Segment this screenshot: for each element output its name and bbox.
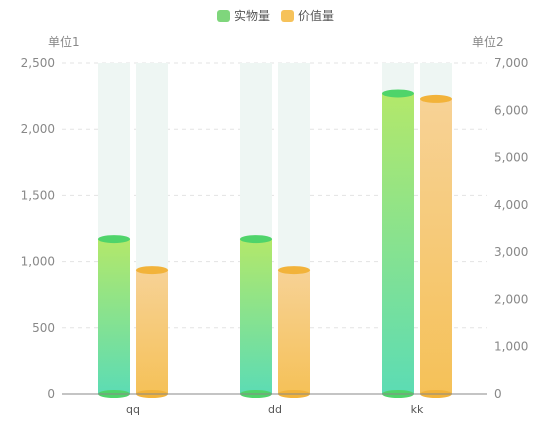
- x-axis-ticks: qq dd kk: [126, 403, 424, 416]
- bar-body: [98, 239, 130, 394]
- bar-top-cap: [382, 89, 414, 98]
- bar-qq-series-2[interactable]: [136, 266, 168, 398]
- left-axis-tick-label: 2,500: [21, 56, 55, 70]
- grid-lines: [62, 62, 487, 329]
- right-axis-tick-label: 6,000: [494, 103, 528, 117]
- right-axis-tick-label: 0: [494, 387, 502, 401]
- legend-item-series-1[interactable]: 实物量: [217, 8, 270, 23]
- bar-body: [240, 239, 272, 394]
- bar-body: [278, 270, 310, 394]
- legend-swatch-series-2: [281, 10, 294, 22]
- legend-label-series-1: 实物量: [234, 8, 270, 23]
- bar-body: [136, 270, 168, 394]
- right-axis-tick-label: 7,000: [494, 56, 528, 70]
- left-axis-tick-label: 500: [32, 321, 55, 335]
- x-axis-tick-label: qq: [126, 403, 140, 416]
- bar-body: [420, 98, 452, 395]
- right-axis-tick-label: 1,000: [494, 340, 528, 354]
- legend-label-series-2: 价值量: [298, 8, 334, 23]
- bar-qq-series-1[interactable]: [98, 235, 130, 398]
- right-axis-ticks: 0 1,000 2,000 3,000 4,000 5,000 6,000 7,000: [494, 56, 528, 401]
- bar-top-cap: [136, 266, 168, 275]
- right-axis-tick-label: 3,000: [494, 245, 528, 259]
- bar-kk-series-2[interactable]: [420, 94, 452, 398]
- legend-item-series-2[interactable]: 价值量: [281, 8, 334, 23]
- left-axis-tick-label: 2,000: [21, 122, 55, 136]
- right-axis-unit-label: 单位2: [472, 34, 504, 49]
- x-axis-tick-label: kk: [411, 403, 424, 416]
- left-axis-tick-label: 0: [47, 387, 55, 401]
- left-axis-ticks: 0 500 1,000 1,500 2,000 2,500: [21, 56, 55, 401]
- bar-body: [382, 93, 414, 395]
- bar-top-cap: [240, 235, 272, 244]
- right-axis-tick-label: 4,000: [494, 198, 528, 212]
- bar-dd-series-1[interactable]: [240, 235, 272, 398]
- legend-swatch-series-1: [217, 10, 230, 22]
- bar-dd-series-2[interactable]: [278, 266, 310, 398]
- bar-top-cap: [420, 94, 452, 103]
- right-axis-tick-label: 5,000: [494, 151, 528, 165]
- left-axis-tick-label: 1,000: [21, 255, 55, 269]
- left-axis-unit-label: 单位1: [48, 34, 80, 49]
- bar-kk-series-1[interactable]: [382, 89, 414, 398]
- bar-top-cap: [278, 266, 310, 275]
- left-axis-tick-label: 1,500: [21, 188, 55, 202]
- right-axis-tick-label: 2,000: [494, 292, 528, 306]
- bar-top-cap: [98, 235, 130, 244]
- legend: 实物量 价值量: [217, 8, 334, 23]
- x-axis-tick-label: dd: [268, 403, 282, 416]
